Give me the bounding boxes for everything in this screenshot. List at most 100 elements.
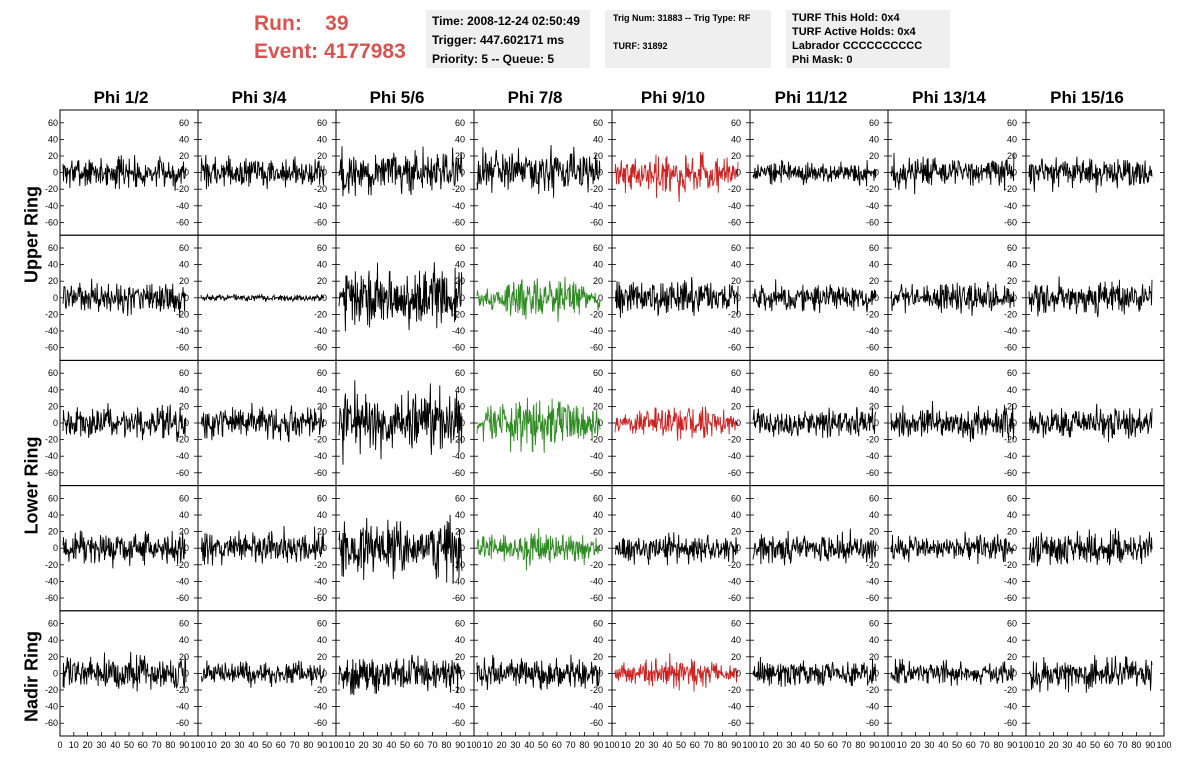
- y-tick-label: 60: [1007, 243, 1017, 253]
- x-tick-label: 70: [290, 740, 300, 750]
- y-tick-label: 0: [184, 168, 189, 178]
- x-tick-label: 20: [635, 740, 645, 750]
- y-tick-label: -20: [866, 309, 879, 319]
- y-tick-label: -40: [866, 451, 879, 461]
- y-tick-label: 0: [53, 418, 58, 428]
- x-tick-label: 10: [621, 740, 631, 750]
- x-tick-label: 50: [400, 740, 410, 750]
- y-tick-label: -60: [1004, 343, 1017, 353]
- y-tick-label: 40: [869, 385, 879, 395]
- y-tick-label: 60: [593, 118, 603, 128]
- waveform-trace: [476, 145, 601, 198]
- event-row: Event: 4177983: [254, 38, 406, 66]
- y-tick-label: -40: [176, 576, 189, 586]
- y-tick-label: 20: [593, 401, 603, 411]
- y-tick-label: 20: [317, 151, 327, 161]
- x-tick-label: 100: [466, 740, 481, 750]
- y-tick-label: 0: [184, 668, 189, 678]
- y-tick-label: -20: [314, 560, 327, 570]
- y-tick-label: 40: [731, 510, 741, 520]
- y-tick-label: -20: [45, 184, 58, 194]
- y-tick-label: 40: [179, 260, 189, 270]
- y-tick-label: -40: [590, 201, 603, 211]
- y-tick-label: 60: [869, 368, 879, 378]
- y-tick-label: -60: [45, 343, 58, 353]
- y-tick-label: 0: [598, 418, 603, 428]
- y-tick-label: 0: [1012, 418, 1017, 428]
- y-tick-label: -60: [866, 343, 879, 353]
- x-tick-label: 100: [742, 740, 757, 750]
- phi-header-2: Phi 3/4: [231, 88, 287, 107]
- y-tick-label: 40: [48, 635, 58, 645]
- y-tick-label: 60: [1007, 368, 1017, 378]
- x-tick-label: 100: [604, 740, 619, 750]
- y-tick-label: -40: [452, 326, 465, 336]
- y-tick-label: 20: [869, 652, 879, 662]
- waveform-trace: [752, 159, 877, 187]
- x-tick-label: 20: [221, 740, 231, 750]
- waveform-trace: [476, 527, 601, 571]
- x-tick-label: 80: [441, 740, 451, 750]
- y-tick-label: 20: [48, 401, 58, 411]
- y-tick-label: 60: [593, 493, 603, 503]
- y-tick-label: 60: [48, 493, 58, 503]
- y-tick-label: 20: [455, 527, 465, 537]
- y-tick-label: -20: [728, 560, 741, 570]
- y-tick-label: -40: [590, 451, 603, 461]
- waveform-trace: [890, 281, 1015, 316]
- y-tick-label: 0: [53, 168, 58, 178]
- y-tick-label: -20: [176, 309, 189, 319]
- y-tick-label: -20: [452, 309, 465, 319]
- y-tick-label: 40: [317, 385, 327, 395]
- x-tick-label: 60: [966, 740, 976, 750]
- y-tick-label: 40: [1007, 510, 1017, 520]
- y-tick-label: -60: [314, 593, 327, 603]
- y-tick-label: -40: [452, 201, 465, 211]
- y-tick-label: -40: [176, 326, 189, 336]
- y-tick-label: -20: [728, 685, 741, 695]
- y-tick-label: -60: [45, 718, 58, 728]
- y-tick-label: 20: [317, 401, 327, 411]
- y-tick-label: 0: [598, 543, 603, 553]
- waveform-trace: [752, 528, 877, 566]
- y-tick-label: -40: [176, 702, 189, 712]
- y-tick-label: 60: [593, 619, 603, 629]
- x-tick-label: 90: [179, 740, 189, 750]
- x-tick-label: 10: [1035, 740, 1045, 750]
- y-tick-label: -20: [590, 435, 603, 445]
- y-tick-label: -40: [590, 326, 603, 336]
- y-tick-label: 0: [322, 293, 327, 303]
- x-tick-label: 10: [69, 740, 79, 750]
- y-tick-label: -40: [1004, 576, 1017, 586]
- y-tick-label: 20: [593, 151, 603, 161]
- y-tick-label: 20: [1007, 151, 1017, 161]
- y-tick-label: -60: [590, 718, 603, 728]
- y-tick-label: -20: [452, 560, 465, 570]
- x-tick-label: 50: [676, 740, 686, 750]
- y-tick-label: -40: [176, 451, 189, 461]
- waveform-trace: [1028, 655, 1153, 693]
- y-tick-label: 0: [736, 668, 741, 678]
- y-tick-label: -40: [314, 201, 327, 211]
- y-tick-label: 0: [874, 418, 879, 428]
- y-tick-label: 20: [593, 276, 603, 286]
- y-tick-label: 20: [1007, 527, 1017, 537]
- y-tick-label: 40: [455, 134, 465, 144]
- y-tick-label: 40: [317, 260, 327, 270]
- y-tick-label: -60: [590, 217, 603, 227]
- y-tick-label: -60: [1004, 217, 1017, 227]
- turf-text: TURF: 31892: [613, 41, 668, 51]
- y-tick-label: 40: [593, 510, 603, 520]
- y-tick-label: -60: [176, 593, 189, 603]
- phi-header-3: Phi 5/6: [369, 88, 425, 107]
- y-tick-label: 20: [317, 527, 327, 537]
- y-tick-label: -60: [866, 468, 879, 478]
- x-tick-label: 30: [924, 740, 934, 750]
- y-tick-label: -40: [45, 576, 58, 586]
- y-tick-label: 40: [1007, 385, 1017, 395]
- y-tick-label: -40: [1004, 451, 1017, 461]
- trig-num-text: Trig Num: 31883 -- Trig Type: RF: [613, 13, 751, 23]
- x-tick-label: 50: [262, 740, 272, 750]
- x-tick-label: 60: [138, 740, 148, 750]
- y-tick-label: -60: [590, 343, 603, 353]
